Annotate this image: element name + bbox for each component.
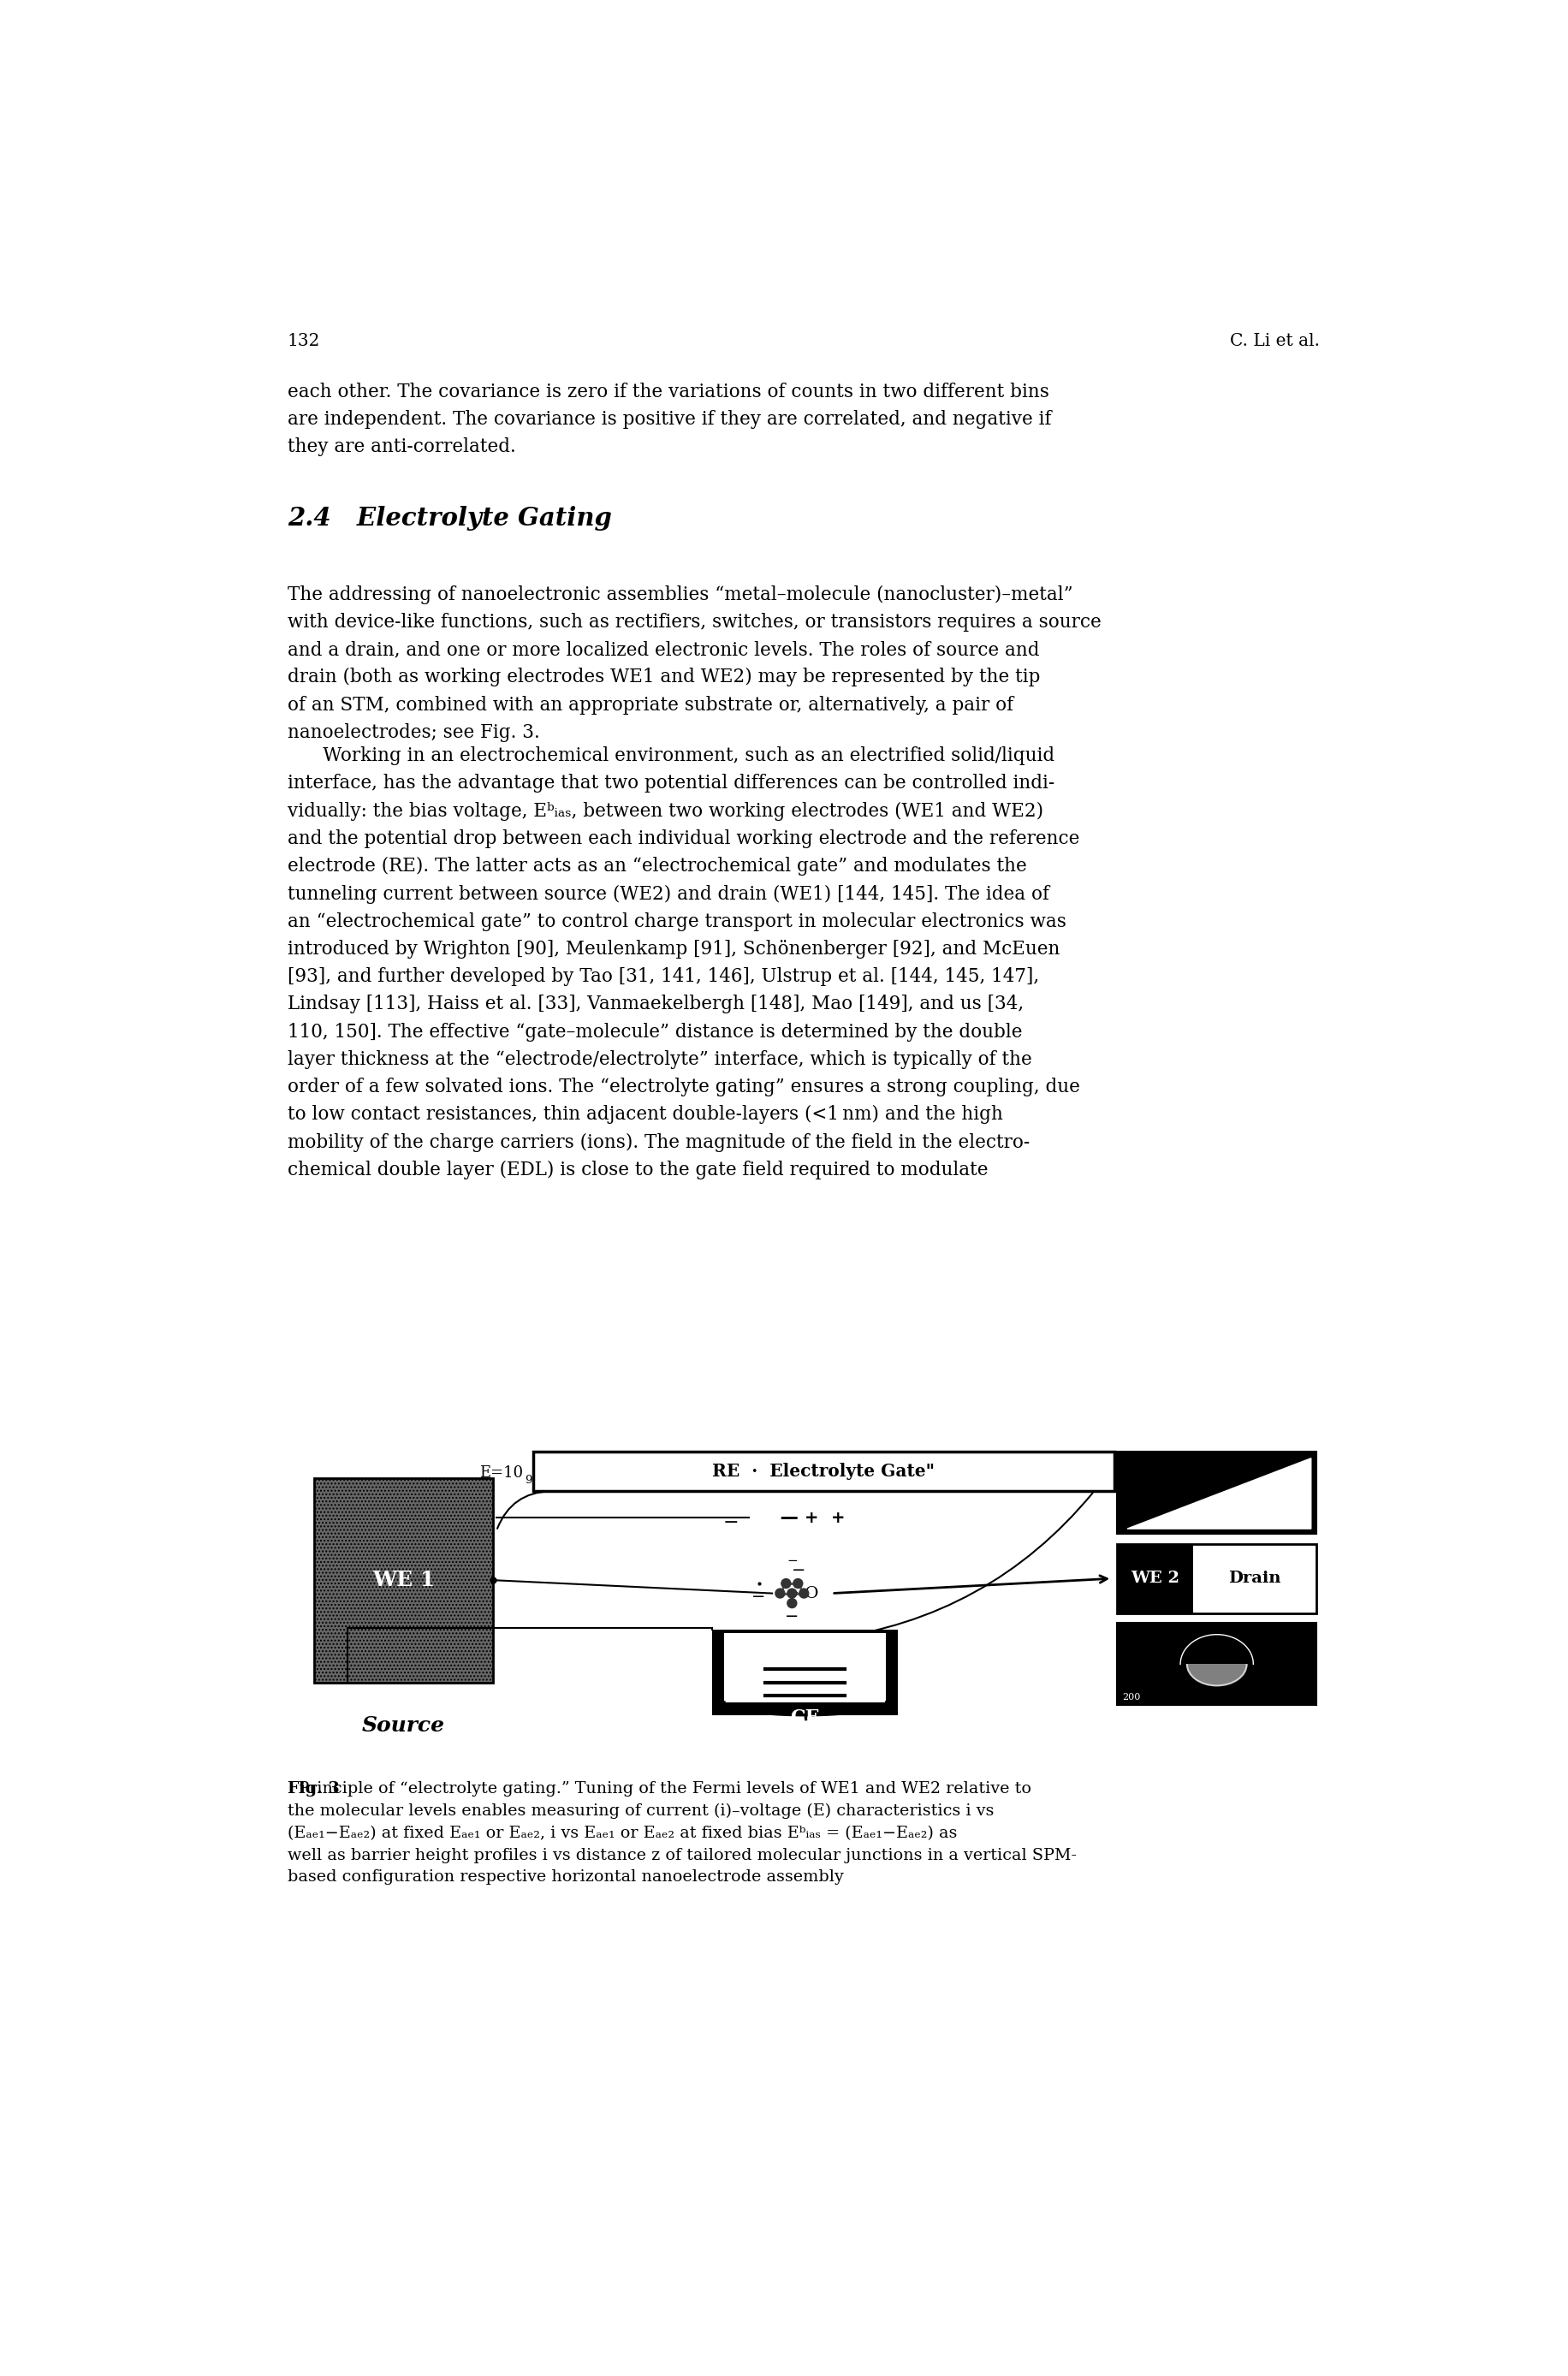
Text: 2.4   Electrolyte Gating: 2.4 Electrolyte Gating xyxy=(287,506,612,530)
Text: +: + xyxy=(831,1509,845,1525)
Bar xyxy=(1118,1544,1317,1613)
Circle shape xyxy=(751,1504,779,1533)
Text: Fig. 3: Fig. 3 xyxy=(287,1782,340,1796)
Text: −: − xyxy=(792,1561,806,1578)
Text: Source: Source xyxy=(362,1715,445,1737)
Circle shape xyxy=(825,1504,851,1530)
Text: each other. The covariance is zero if the variations of counts in two different : each other. The covariance is zero if th… xyxy=(287,383,1052,456)
Text: 9: 9 xyxy=(525,1475,532,1487)
Circle shape xyxy=(781,1578,792,1590)
Bar xyxy=(533,1452,1113,1492)
Bar xyxy=(1118,1623,1317,1706)
Text: CE: CE xyxy=(790,1708,820,1727)
Text: Vm⁻¹: Vm⁻¹ xyxy=(525,1466,590,1480)
Text: 2 μm: 2 μm xyxy=(1279,1518,1306,1528)
Bar xyxy=(1118,1544,1193,1613)
Circle shape xyxy=(787,1599,797,1609)
Text: −: − xyxy=(787,1554,798,1566)
Text: 200: 200 xyxy=(1123,1692,1142,1701)
Circle shape xyxy=(798,1504,825,1530)
Circle shape xyxy=(793,1578,803,1590)
Text: Working in an electrochemical environment, such as an electrified solid/liquid
i: Working in an electrochemical environmen… xyxy=(287,746,1080,1178)
Text: C. Li et al.: C. Li et al. xyxy=(1229,333,1320,349)
Circle shape xyxy=(798,1587,809,1599)
Text: −: − xyxy=(786,1609,800,1625)
Text: Drain: Drain xyxy=(1228,1571,1281,1587)
Bar xyxy=(1118,1452,1317,1535)
Bar xyxy=(712,1630,898,1715)
Text: RE  ·  Electrolyte Gate": RE · Electrolyte Gate" xyxy=(712,1464,935,1480)
Text: The addressing of nanoelectronic assemblies “metal–molecule (nanocluster)–metal”: The addressing of nanoelectronic assembl… xyxy=(287,584,1101,741)
Text: −: − xyxy=(723,1514,739,1533)
Text: Principle of “electrolyte gating.” Tuning of the Fermi levels of WE1 and WE2 rel: Principle of “electrolyte gating.” Tunin… xyxy=(287,1782,1077,1884)
Text: WE 2: WE 2 xyxy=(1131,1571,1179,1587)
Circle shape xyxy=(787,1587,797,1599)
Ellipse shape xyxy=(1187,1642,1247,1685)
Bar xyxy=(724,1632,886,1701)
Text: −: − xyxy=(751,1590,765,1604)
Text: +: + xyxy=(804,1509,818,1525)
Polygon shape xyxy=(1127,1459,1311,1528)
Text: 132: 132 xyxy=(287,333,320,349)
Circle shape xyxy=(775,1587,786,1599)
Bar xyxy=(314,1478,494,1682)
Text: E=10: E=10 xyxy=(480,1466,524,1480)
Circle shape xyxy=(782,1552,801,1571)
Text: WE 1: WE 1 xyxy=(372,1571,434,1590)
Text: · O: · O xyxy=(793,1585,818,1601)
